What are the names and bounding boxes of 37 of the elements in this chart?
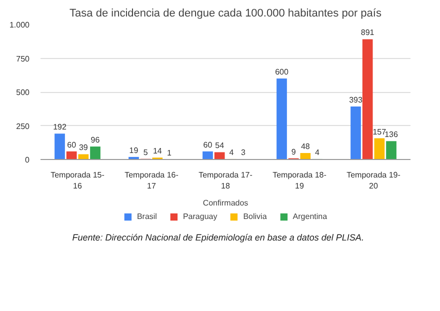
data-label: 891 — [360, 28, 375, 38]
data-label: 9 — [291, 147, 296, 156]
source-note: Fuente: Dirección Nacional de Epidemiología en base a datos del PLISA. — [72, 232, 364, 242]
data-label: 3 — [241, 148, 246, 158]
legend-label: Bolivia — [243, 212, 267, 221]
chart-title: Tasa de incidencia de dengue cada 100.000 habitantes por país — [70, 8, 382, 20]
data-label: 1 — [167, 148, 172, 158]
x-tick-label: Temporada 18-19 — [272, 170, 327, 190]
legend-label: Argentina — [292, 212, 328, 221]
x-tick-label: Temporada 19-20 — [346, 170, 401, 190]
x-tick-label: Temporada 15-16 — [50, 170, 105, 190]
data-label: 5 — [143, 148, 148, 157]
legend-label: Brasil — [136, 212, 157, 221]
data-label: 19 — [129, 146, 139, 155]
legend-label: Paraguay — [182, 212, 218, 221]
y-tick-label: 250 — [16, 122, 30, 131]
data-label: 4 — [315, 148, 320, 157]
data-label: 192 — [53, 122, 67, 132]
x-tick-label: Temporada 17-18 — [198, 170, 253, 190]
data-label: 393 — [349, 95, 363, 104]
data-label: 48 — [300, 142, 310, 152]
data-label: 54 — [215, 141, 225, 150]
y-tick-label: 500 — [16, 88, 30, 97]
y-tick-label: 750 — [16, 54, 30, 64]
y-tick-label: 0 — [25, 156, 30, 164]
x-tick-label: Temporada 16-17 — [124, 170, 179, 190]
data-label: 60 — [203, 140, 213, 150]
data-label: 136 — [384, 130, 398, 140]
x-axis-title: Confirmados — [202, 198, 248, 208]
y-tick-label: 1.000 — [9, 20, 30, 30]
data-label: 157 — [372, 127, 387, 136]
data-label: 96 — [90, 136, 100, 145]
data-label: 600 — [275, 68, 289, 76]
data-label: 4 — [229, 148, 234, 157]
data-label: 14 — [152, 146, 162, 156]
data-label: 39 — [78, 143, 88, 152]
data-label: 60 — [67, 140, 77, 150]
